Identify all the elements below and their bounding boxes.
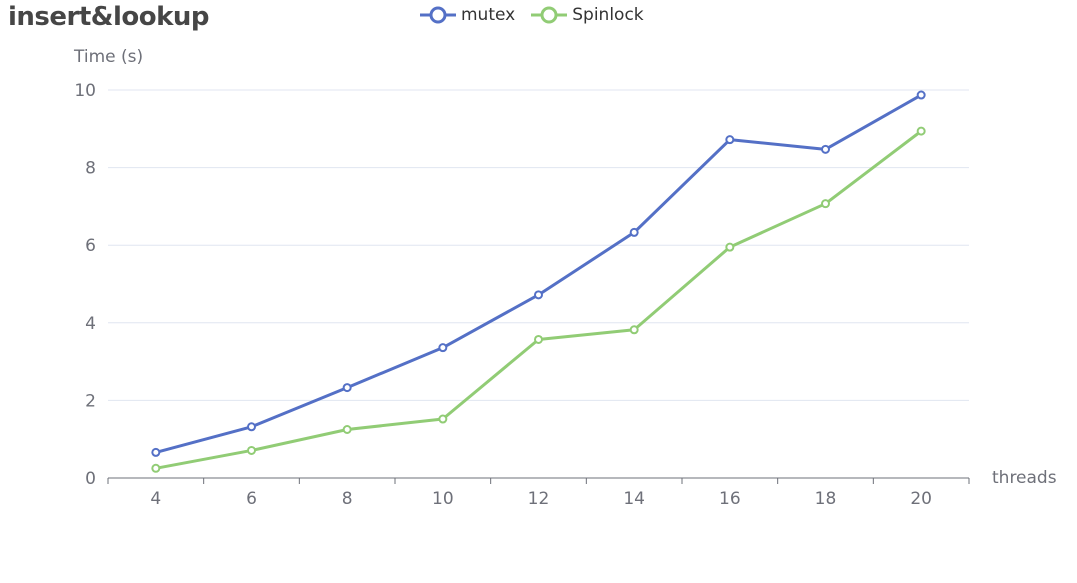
series-mutex [151,90,926,457]
data-point-mutex[interactable] [916,90,926,100]
data-point-spinlock[interactable] [534,334,543,344]
y-tick-label: 2 [85,391,96,411]
y-axis-label: Time (s) [73,47,143,67]
legend-item-mutex[interactable]: mutex [420,5,515,25]
data-point-spinlock[interactable] [438,414,448,424]
legend-marker-spinlock [531,6,568,24]
y-tick-label: 10 [74,81,96,101]
x-tick-label: 6 [246,489,257,509]
x-tick-label: 16 [719,489,741,509]
y-tick-label: 6 [85,236,96,256]
data-point-mutex[interactable] [821,144,830,154]
x-axis-label: threads [992,468,1057,488]
legend-marker-mutex [420,6,456,24]
data-point-mutex[interactable] [438,343,448,353]
y-tick-label: 8 [85,159,96,179]
data-point-mutex[interactable] [534,290,543,300]
legend-item-spinlock[interactable]: Spinlock [531,5,644,25]
y-tick-label: 4 [85,314,96,334]
grid-lines [108,89,969,401]
data-point-spinlock[interactable] [342,425,352,434]
x-tick-label: 12 [528,489,550,509]
chart-title: insert&lookup [8,2,210,32]
data-point-spinlock[interactable] [629,325,639,335]
x-axis: 4 6 8 10 12 14 16 18 20 [107,477,970,509]
data-point-spinlock[interactable] [151,463,161,473]
x-tick-label: 10 [432,489,454,509]
y-tick-label: 0 [85,469,96,489]
y-axis: 0 2 4 6 8 10 [74,81,96,489]
data-point-mutex[interactable] [342,383,352,393]
data-point-mutex[interactable] [629,227,639,237]
data-point-spinlock[interactable] [916,126,926,136]
series-spinlock [151,126,926,473]
x-tick-label: 4 [150,489,161,509]
x-tick-label: 8 [342,489,353,509]
legend: mutex Spinlock [420,5,660,25]
data-point-spinlock[interactable] [821,199,830,209]
data-point-spinlock[interactable] [725,242,735,252]
series-layer [151,90,926,473]
data-point-mutex[interactable] [151,447,161,457]
x-tick-label: 20 [910,489,932,509]
x-tick-label: 18 [815,489,837,509]
legend-label-mutex: mutex [461,5,516,25]
x-tick-label: 14 [623,489,645,509]
data-point-mutex[interactable] [247,422,256,432]
data-point-spinlock[interactable] [247,445,256,455]
series-line-mutex [155,93,922,454]
legend-label-spinlock: Spinlock [572,5,644,25]
data-point-mutex[interactable] [725,135,735,145]
